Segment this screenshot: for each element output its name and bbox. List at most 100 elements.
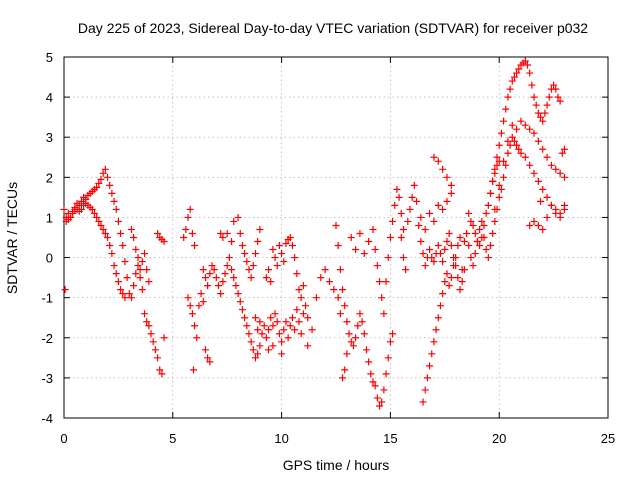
data-point [443, 173, 451, 181]
data-point [534, 137, 542, 145]
data-point [530, 217, 538, 225]
data-point [99, 225, 107, 233]
data-point [336, 266, 344, 274]
data-point [430, 153, 438, 161]
data-point [450, 262, 458, 270]
data-point [515, 145, 523, 153]
data-point [558, 149, 566, 157]
data-point [110, 197, 118, 205]
data-point [254, 326, 262, 334]
data-point [221, 270, 229, 278]
data-point [269, 322, 277, 330]
data-point [393, 185, 401, 193]
data-point [526, 69, 534, 77]
x-tick-label: 15 [383, 431, 397, 446]
data-point [543, 193, 551, 201]
y-tick-label: -4 [41, 411, 53, 426]
data-point [245, 266, 253, 274]
data-point [299, 282, 307, 290]
data-point [419, 250, 427, 258]
data-point [530, 169, 538, 177]
data-point [434, 201, 442, 209]
data-point [188, 229, 196, 237]
data-point [160, 238, 168, 246]
y-tick-label: -1 [41, 291, 53, 306]
data-point [262, 274, 270, 282]
data-point [127, 225, 135, 233]
data-point [397, 209, 405, 217]
data-point [537, 197, 545, 205]
chart-title: Day 225 of 2023, Sidereal Day-to-day VTE… [78, 20, 588, 36]
data-point [373, 394, 381, 402]
data-point [195, 302, 203, 310]
data-point [371, 382, 379, 390]
data-point [526, 161, 534, 169]
data-point [478, 234, 486, 241]
data-point [104, 173, 112, 181]
data-point [121, 294, 129, 302]
data-point [491, 169, 499, 177]
axis-ticks [63, 56, 609, 419]
data-point [269, 246, 277, 254]
data-point [423, 374, 431, 382]
data-point [500, 173, 508, 181]
data-point [106, 242, 114, 250]
data-point [228, 238, 236, 246]
data-point [134, 254, 142, 262]
data-point [308, 326, 316, 334]
data-point [349, 342, 357, 350]
data-point [452, 254, 460, 262]
x-axis-label: GPS time / hours [283, 457, 390, 473]
data-point [463, 229, 471, 237]
data-point [141, 250, 149, 258]
data-point [201, 346, 209, 354]
data-point [445, 229, 453, 237]
data-point [325, 278, 333, 286]
data-point [193, 334, 201, 342]
data-point [491, 217, 499, 225]
data-point [282, 240, 290, 248]
data-point [145, 322, 153, 330]
data-point [539, 185, 547, 193]
data-point [365, 358, 373, 366]
data-point [197, 290, 205, 298]
data-point [123, 274, 131, 282]
data-point [356, 229, 364, 237]
data-point [439, 290, 447, 298]
data-point [223, 262, 231, 270]
data-point [382, 370, 390, 378]
data-point [284, 334, 292, 342]
data-point [426, 209, 434, 217]
data-point [317, 274, 325, 282]
data-point [532, 101, 540, 109]
data-point [439, 165, 447, 173]
data-point [537, 113, 545, 121]
data-point [460, 238, 468, 246]
data-point [404, 217, 412, 225]
data-point [138, 258, 146, 266]
data-point [273, 262, 281, 270]
data-point [238, 306, 246, 314]
data-point [482, 246, 490, 254]
data-point [560, 145, 568, 153]
data-point [389, 217, 397, 225]
data-point [295, 318, 303, 326]
data-point [454, 274, 462, 282]
data-point [534, 109, 542, 117]
data-point [112, 270, 120, 278]
data-point [480, 221, 488, 229]
data-point [191, 322, 199, 330]
data-point [443, 238, 451, 246]
data-point [243, 258, 251, 266]
data-point [508, 121, 516, 129]
data-point [254, 238, 262, 246]
data-point [447, 274, 455, 282]
data-point [478, 217, 486, 225]
data-point [341, 366, 349, 374]
data-point [267, 314, 275, 322]
data-point [471, 229, 479, 237]
y-tick-label: 2 [46, 170, 53, 185]
data-point [493, 153, 501, 161]
series-8 [486, 57, 568, 233]
y-tick-label: -3 [41, 371, 53, 386]
